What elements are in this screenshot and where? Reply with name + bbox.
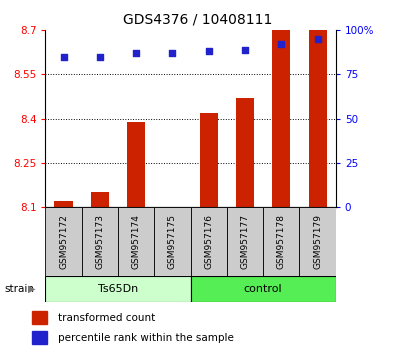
Text: GSM957173: GSM957173 <box>95 214 104 269</box>
FancyBboxPatch shape <box>82 207 118 276</box>
FancyBboxPatch shape <box>118 207 154 276</box>
Point <box>205 48 212 54</box>
Point <box>133 50 139 56</box>
FancyBboxPatch shape <box>45 276 190 302</box>
Point <box>169 50 176 56</box>
Point <box>278 41 284 47</box>
Text: GSM957172: GSM957172 <box>59 214 68 269</box>
Text: GSM957179: GSM957179 <box>313 214 322 269</box>
Bar <box>91 192 109 207</box>
Text: transformed count: transformed count <box>58 313 155 323</box>
FancyBboxPatch shape <box>227 207 263 276</box>
Bar <box>127 121 145 207</box>
Text: GSM957176: GSM957176 <box>204 214 213 269</box>
Text: GSM957174: GSM957174 <box>132 214 141 269</box>
Bar <box>55 201 73 207</box>
Bar <box>32 312 47 324</box>
Bar <box>32 331 47 344</box>
Text: percentile rank within the sample: percentile rank within the sample <box>58 333 233 343</box>
Text: GSM957175: GSM957175 <box>168 214 177 269</box>
FancyBboxPatch shape <box>190 207 227 276</box>
Text: GSM957178: GSM957178 <box>277 214 286 269</box>
FancyBboxPatch shape <box>45 207 82 276</box>
Text: ▶: ▶ <box>28 284 36 294</box>
Bar <box>236 98 254 207</box>
FancyBboxPatch shape <box>190 276 336 302</box>
Text: control: control <box>244 284 282 294</box>
Point <box>314 36 321 42</box>
Bar <box>272 30 290 207</box>
Text: GDS4376 / 10408111: GDS4376 / 10408111 <box>123 12 272 27</box>
Text: Ts65Dn: Ts65Dn <box>98 284 138 294</box>
Point <box>242 47 248 52</box>
Bar <box>308 30 327 207</box>
FancyBboxPatch shape <box>154 207 190 276</box>
Point <box>60 54 67 59</box>
FancyBboxPatch shape <box>299 207 336 276</box>
Point <box>97 54 103 59</box>
Text: strain: strain <box>4 284 34 294</box>
FancyBboxPatch shape <box>263 207 299 276</box>
Text: GSM957177: GSM957177 <box>241 214 250 269</box>
Bar <box>199 113 218 207</box>
